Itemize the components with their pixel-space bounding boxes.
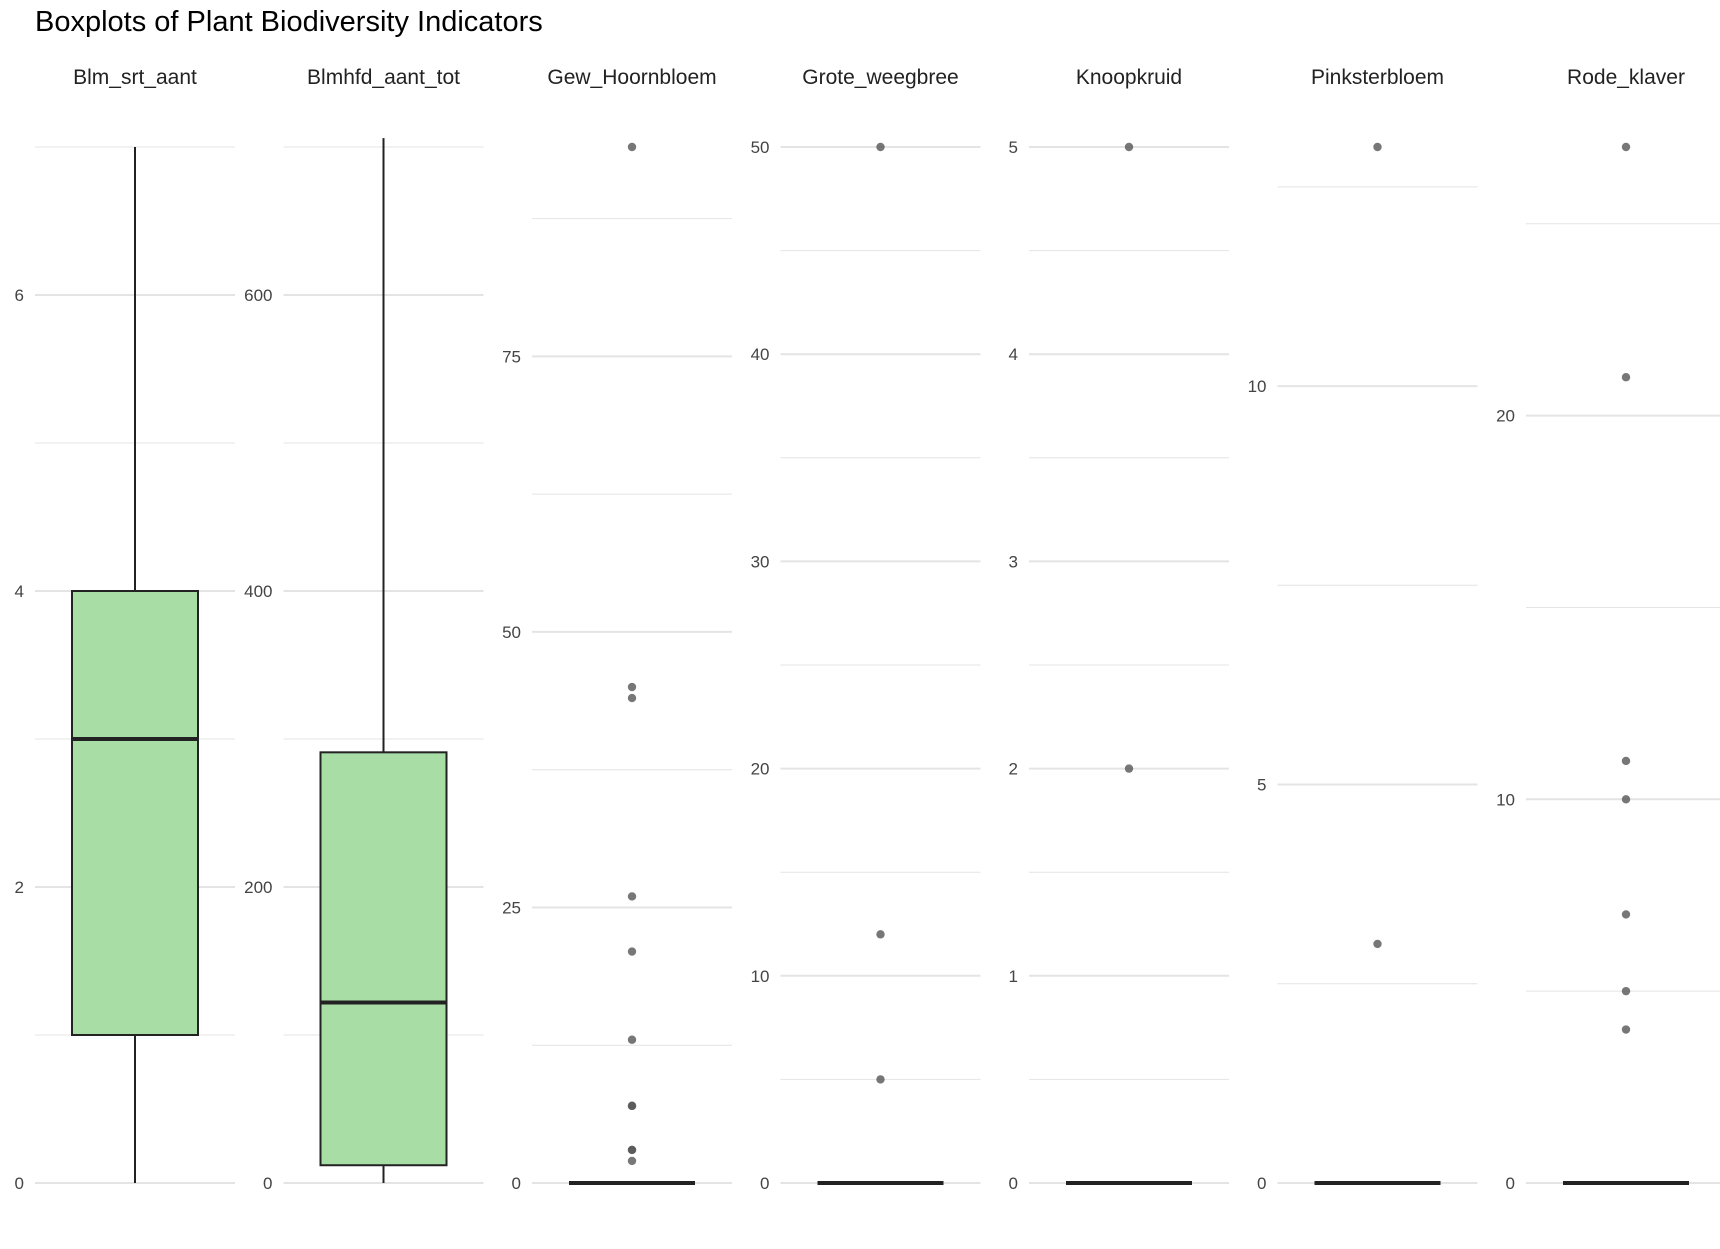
outlier-point [1124,764,1134,773]
outlier-point [627,682,637,692]
outlier-point [627,892,637,901]
y-tick-label: 0 [15,1174,24,1193]
y-tick-label: 5 [1257,776,1266,795]
box-blm-srt-aant [71,590,199,1036]
panel-label-pinksterbloem: Pinksterbloem [1311,66,1444,89]
y-tick-label: 10 [751,967,770,986]
y-tick-label: 200 [244,878,272,897]
outlier-point [627,1035,637,1044]
outlier-point [627,947,637,956]
y-tick-label: 20 [751,760,770,779]
outlier-point [1124,142,1134,152]
y-tick-label: 25 [502,898,521,917]
y-tick-label: 3 [1009,552,1018,571]
y-tick-label: 20 [1496,407,1515,426]
outlier-point [1373,939,1382,949]
panel-label-blmhfd-aant-tot: Blmhfd_aant_tot [307,66,460,89]
outlier-point [876,142,885,152]
outlier-point [627,693,637,703]
y-tick-label: 0 [1257,1174,1266,1193]
y-tick-label: 50 [751,138,770,157]
y-tick-label: 0 [512,1174,521,1193]
box-blmhfd-aant-tot [319,751,448,1167]
outlier-point [627,1156,637,1166]
y-tick-label: 2 [1009,760,1018,779]
outlier-point [627,1145,637,1155]
panel-label-grote-weegbree: Grote_weegbree [802,66,958,89]
panel-label-rode-klaver: Rode_klaver [1567,66,1685,89]
y-tick-label: 400 [244,582,272,601]
outlier-point [1621,1025,1631,1034]
outlier-point [1621,142,1631,152]
y-tick-label: 6 [15,286,24,305]
panel-label-gew-hoornbloem: Gew_Hoornbloem [547,66,716,89]
outlier-point [1621,756,1631,766]
outlier-point [1621,795,1631,804]
y-tick-label: 10 [1248,377,1267,396]
outlier-point [627,1101,637,1111]
outlier-point [1621,373,1631,382]
chart-title: Boxplots of Plant Biodiversity Indicator… [35,6,543,38]
y-tick-label: 0 [1506,1174,1515,1193]
outlier-point [876,1075,885,1084]
y-tick-label: 0 [760,1174,769,1193]
y-tick-label: 0 [263,1174,272,1193]
y-tick-label: 4 [1009,345,1018,364]
outlier-point [876,930,885,939]
outlier-point [1621,910,1631,919]
y-tick-label: 75 [502,347,521,366]
y-tick-label: 40 [751,345,770,364]
y-tick-label: 0 [1009,1174,1018,1193]
y-tick-label: 1 [1009,967,1018,986]
y-tick-label: 30 [751,552,770,571]
y-tick-label: 4 [15,582,24,601]
outlier-point [1621,986,1631,996]
panel-label-blm-srt-aant: Blm_srt_aant [73,66,197,89]
y-tick-label: 5 [1009,138,1018,157]
outlier-point [1373,142,1382,152]
y-tick-label: 600 [244,286,272,305]
y-tick-label: 10 [1496,790,1515,809]
panel-label-knoopkruid: Knoopkruid [1076,66,1182,89]
outlier-point [627,142,637,152]
y-tick-label: 2 [15,878,24,897]
y-tick-label: 50 [502,623,521,642]
